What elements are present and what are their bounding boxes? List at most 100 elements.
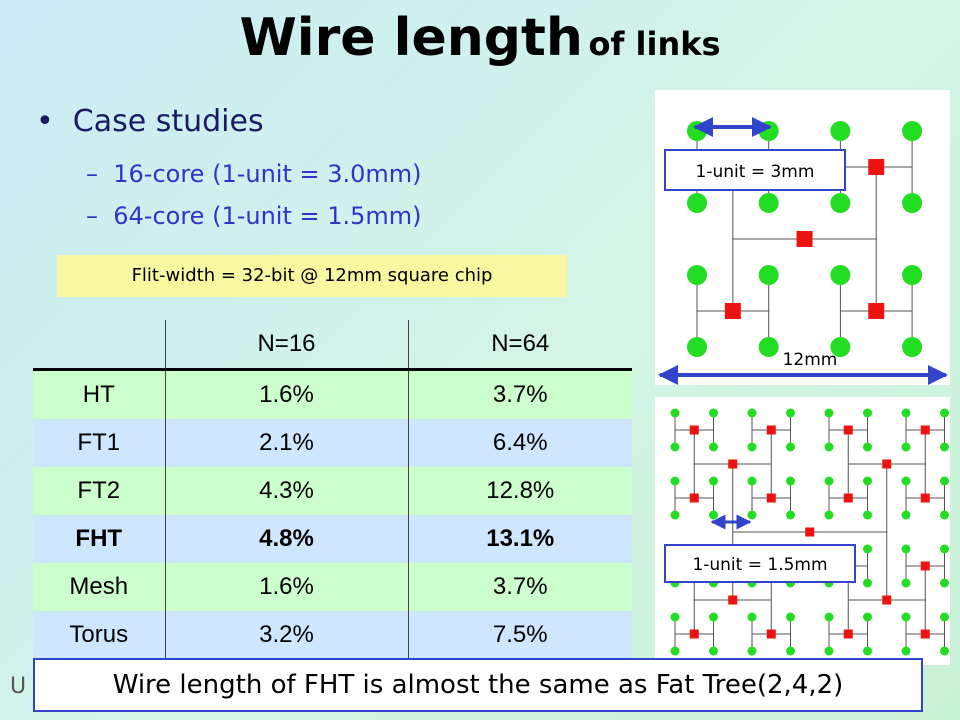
- row: FT2 4.3% 12.8%: [33, 467, 632, 515]
- link: [674, 497, 695, 515]
- diagram-panel: [655, 397, 950, 665]
- footer-fragment: U: [10, 674, 27, 699]
- core: [747, 476, 757, 486]
- core: [824, 442, 834, 452]
- core: [670, 408, 680, 418]
- core: [786, 612, 795, 622]
- core: [670, 612, 680, 622]
- router: [724, 303, 741, 319]
- core: [709, 646, 718, 656]
- router: [843, 425, 853, 435]
- cell: 4.3%: [164, 467, 408, 515]
- core: [901, 408, 911, 418]
- link: [751, 633, 772, 651]
- core: [940, 510, 949, 520]
- header-cell: N=16: [164, 320, 408, 370]
- core: [687, 193, 707, 213]
- link: [886, 463, 926, 498]
- link: [751, 429, 772, 447]
- link: [674, 633, 695, 651]
- core: [758, 337, 779, 357]
- link: [828, 497, 849, 515]
- core: [687, 121, 707, 141]
- link: [848, 633, 868, 651]
- link: [905, 497, 926, 515]
- core: [670, 476, 680, 486]
- router: [843, 629, 853, 639]
- core: [824, 476, 834, 486]
- link: [674, 429, 695, 447]
- network-64: [670, 408, 949, 656]
- router: [882, 595, 892, 605]
- link: [847, 463, 887, 498]
- link: [905, 429, 926, 447]
- core: [901, 510, 911, 520]
- core: [709, 612, 718, 622]
- core: [670, 442, 680, 452]
- core: [824, 612, 834, 622]
- link: [848, 497, 868, 515]
- router: [882, 459, 892, 469]
- core: [670, 510, 680, 520]
- router: [805, 527, 815, 537]
- core: [863, 612, 872, 622]
- header-cell: N=64: [407, 320, 632, 370]
- core: [940, 408, 949, 418]
- core: [709, 476, 718, 486]
- core: [902, 193, 923, 213]
- router: [920, 425, 930, 435]
- router: [728, 595, 738, 605]
- cell: 1.6%: [164, 563, 408, 611]
- core: [863, 510, 872, 520]
- core: [863, 544, 872, 554]
- core: [786, 408, 795, 418]
- cell: FT1: [77, 429, 121, 456]
- cell: 6.4%: [407, 419, 632, 467]
- core: [902, 265, 923, 285]
- cell: 2.1%: [164, 419, 408, 467]
- core: [902, 337, 923, 357]
- link: [693, 599, 733, 634]
- router: [920, 561, 930, 571]
- link: [925, 565, 945, 583]
- core: [940, 476, 949, 486]
- core: [709, 408, 718, 418]
- unit-label: 1-unit = 3mm: [696, 162, 815, 182]
- link: [771, 497, 791, 515]
- link: [925, 633, 945, 651]
- link: [696, 310, 733, 347]
- router: [689, 425, 699, 435]
- cell: Torus: [69, 621, 129, 648]
- router: [766, 629, 776, 639]
- router: [868, 159, 885, 175]
- core: [830, 193, 851, 213]
- row: Mesh 1.6% 3.7%: [33, 563, 632, 611]
- core: [824, 510, 834, 520]
- core: [786, 476, 795, 486]
- link: [771, 429, 791, 447]
- sub-bullet-text: 64-core (1-unit = 1.5mm): [113, 202, 422, 230]
- core: [863, 442, 872, 452]
- sub-bullet: – 64-core (1-unit = 1.5mm): [86, 202, 422, 230]
- core: [863, 578, 872, 588]
- link: [839, 310, 877, 347]
- cell: FT2: [77, 477, 121, 504]
- title-main: Wire length: [239, 8, 583, 68]
- core: [902, 121, 923, 141]
- router: [868, 303, 885, 319]
- core: [901, 544, 911, 554]
- core: [824, 408, 834, 418]
- link: [886, 599, 926, 634]
- link: [925, 497, 945, 515]
- router: [766, 425, 776, 435]
- core: [747, 442, 757, 452]
- link: [876, 166, 913, 203]
- link: [809, 531, 888, 600]
- link: [876, 310, 913, 347]
- unit-label: 1-unit = 1.5mm: [692, 555, 827, 575]
- core: [786, 442, 795, 452]
- link: [828, 429, 849, 447]
- core: [786, 646, 795, 656]
